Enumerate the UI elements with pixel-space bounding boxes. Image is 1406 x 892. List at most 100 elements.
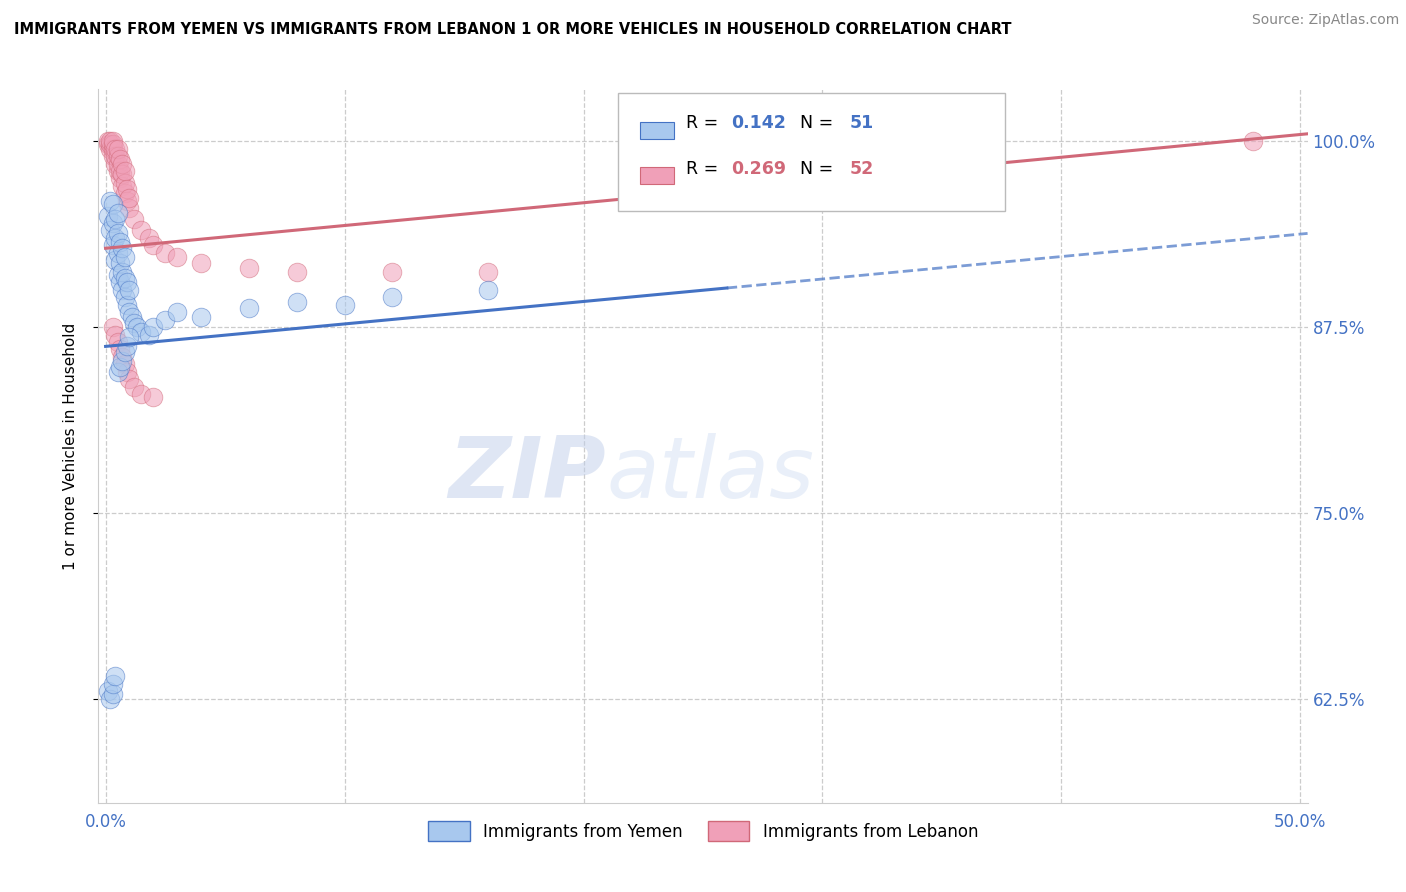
Point (115, 339, 138, 353)
Text: atlas: atlas (606, 433, 814, 516)
Point (477, 265, 499, 279)
Point (104, 142, 127, 156)
Text: N =: N = (789, 161, 838, 178)
Point (190, 256, 212, 270)
Point (111, 265, 134, 279)
Text: 0.269: 0.269 (731, 161, 786, 178)
Point (114, 186, 136, 201)
Point (118, 372, 141, 386)
Point (238, 301, 260, 315)
Point (101, 134, 124, 148)
Point (97, 137, 120, 152)
Point (118, 201, 141, 215)
Point (111, 241, 134, 255)
Point (111, 283, 134, 297)
FancyBboxPatch shape (640, 167, 673, 184)
Point (114, 164, 136, 178)
Point (122, 211, 145, 226)
Point (125, 320, 148, 334)
Point (97, 209, 120, 223)
Point (115, 365, 138, 379)
Text: R =: R = (686, 114, 724, 132)
Text: 0.142: 0.142 (731, 114, 786, 132)
Text: 52: 52 (849, 161, 873, 178)
Point (108, 360, 131, 375)
Point (107, 142, 129, 156)
Point (115, 194, 138, 208)
Point (111, 167, 134, 181)
Point (98, 691, 121, 706)
Point (104, 253, 127, 268)
Point (115, 298, 138, 312)
Point (121, 310, 143, 324)
Point (107, 334, 129, 349)
Point (98, 134, 121, 148)
Point (115, 276, 138, 290)
Point (118, 305, 141, 319)
Point (108, 171, 131, 186)
Point (477, 283, 499, 297)
Point (101, 137, 124, 152)
Point (98, 223, 121, 237)
Point (122, 316, 145, 330)
Point (107, 227, 129, 241)
Point (118, 283, 141, 297)
Point (122, 379, 145, 393)
Point (114, 250, 136, 264)
Point (142, 320, 165, 334)
Point (114, 345, 136, 359)
Point (131, 223, 153, 237)
Point (108, 276, 131, 290)
Point (108, 152, 131, 166)
Point (97, 684, 120, 698)
Point (142, 238, 165, 252)
Text: R =: R = (686, 161, 724, 178)
Point (155, 312, 177, 326)
Point (104, 211, 127, 226)
Point (104, 327, 127, 342)
Point (111, 178, 134, 193)
Point (101, 320, 124, 334)
Point (114, 271, 136, 285)
Point (108, 235, 131, 250)
Point (111, 354, 134, 368)
Point (104, 156, 127, 170)
Point (118, 330, 141, 344)
Point (138, 231, 160, 245)
Point (108, 164, 131, 178)
FancyBboxPatch shape (619, 93, 1005, 211)
Point (142, 390, 165, 404)
Point (101, 196, 124, 211)
Point (381, 265, 404, 279)
Point (104, 669, 127, 683)
Point (98, 137, 121, 152)
Text: N =: N = (789, 114, 838, 132)
Point (107, 156, 129, 170)
Point (114, 176, 136, 190)
Point (166, 305, 188, 319)
Text: 51: 51 (849, 114, 873, 132)
Point (138, 327, 160, 342)
Point (1241, 134, 1264, 148)
Point (104, 149, 127, 163)
Point (108, 256, 131, 270)
Point (101, 149, 124, 163)
FancyBboxPatch shape (640, 122, 673, 139)
Point (190, 310, 212, 324)
Point (97, 134, 120, 148)
Point (285, 265, 308, 279)
Point (101, 238, 124, 252)
Point (114, 357, 136, 371)
Point (131, 387, 153, 401)
Point (107, 268, 129, 282)
Point (115, 182, 138, 196)
Point (101, 677, 124, 691)
Text: IMMIGRANTS FROM YEMEN VS IMMIGRANTS FROM LEBANON 1 OR MORE VEHICLES IN HOUSEHOLD: IMMIGRANTS FROM YEMEN VS IMMIGRANTS FROM… (14, 22, 1011, 37)
Point (101, 687, 124, 701)
Legend: Immigrants from Yemen, Immigrants from Lebanon: Immigrants from Yemen, Immigrants from L… (422, 814, 984, 848)
Text: ZIP: ZIP (449, 433, 606, 516)
Point (111, 350, 134, 364)
Point (108, 343, 131, 357)
Point (114, 290, 136, 304)
Point (131, 325, 153, 339)
